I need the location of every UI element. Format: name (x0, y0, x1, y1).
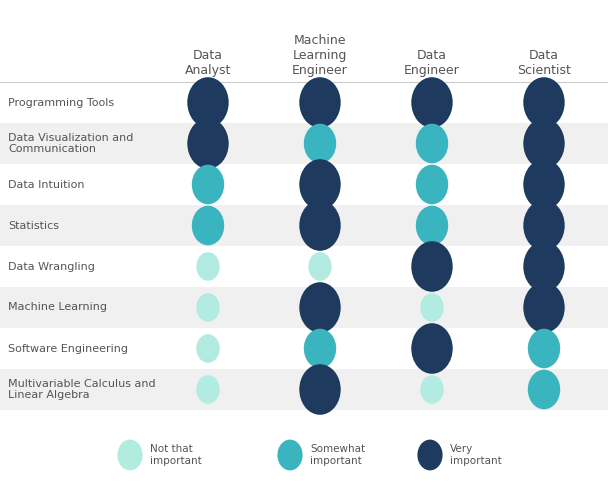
Ellipse shape (528, 329, 560, 369)
Text: Multivariable Calculus and
Linear Algebra: Multivariable Calculus and Linear Algebr… (8, 379, 156, 400)
Text: Programming Tools: Programming Tools (8, 97, 114, 108)
Text: Data
Analyst: Data Analyst (185, 49, 231, 77)
Text: Very
important: Very important (450, 444, 502, 466)
Text: Data Wrangling: Data Wrangling (8, 261, 95, 272)
Ellipse shape (196, 293, 219, 322)
Ellipse shape (192, 206, 224, 246)
Text: Machine
Learning
Engineer: Machine Learning Engineer (292, 34, 348, 77)
Ellipse shape (523, 200, 565, 251)
Ellipse shape (308, 252, 332, 281)
Ellipse shape (196, 252, 219, 281)
Bar (0, 82, 608, 123)
Ellipse shape (523, 282, 565, 333)
Ellipse shape (187, 77, 229, 128)
Ellipse shape (299, 77, 340, 128)
Bar (0, 205, 608, 246)
Bar (0, 164, 608, 205)
Ellipse shape (192, 165, 224, 205)
Ellipse shape (411, 77, 453, 128)
Ellipse shape (187, 118, 229, 169)
Ellipse shape (418, 440, 443, 470)
Ellipse shape (304, 124, 336, 164)
Ellipse shape (411, 241, 453, 292)
Ellipse shape (299, 159, 340, 210)
Ellipse shape (299, 200, 340, 251)
Ellipse shape (277, 440, 303, 470)
Bar (0, 328, 608, 369)
Text: Somewhat
important: Somewhat important (310, 444, 365, 466)
Text: Statistics: Statistics (8, 220, 59, 231)
Ellipse shape (416, 124, 448, 164)
Ellipse shape (420, 375, 444, 404)
Text: Data Visualization and
Communication: Data Visualization and Communication (8, 133, 133, 154)
Ellipse shape (299, 282, 340, 333)
Bar (0, 369, 608, 410)
Ellipse shape (523, 159, 565, 210)
Text: Data
Engineer: Data Engineer (404, 49, 460, 77)
Ellipse shape (196, 334, 219, 363)
Text: Machine Learning: Machine Learning (8, 302, 107, 313)
Ellipse shape (299, 364, 340, 415)
Bar (0, 246, 608, 287)
Text: Data
Scientist: Data Scientist (517, 49, 571, 77)
Ellipse shape (304, 329, 336, 369)
Ellipse shape (117, 440, 143, 470)
Ellipse shape (416, 165, 448, 205)
Ellipse shape (523, 77, 565, 128)
Text: Software Engineering: Software Engineering (8, 343, 128, 354)
Text: Not that
important: Not that important (150, 444, 202, 466)
Ellipse shape (411, 323, 453, 374)
Ellipse shape (196, 375, 219, 404)
Ellipse shape (523, 241, 565, 292)
Ellipse shape (416, 206, 448, 246)
Ellipse shape (523, 118, 565, 169)
Text: Data Intuition: Data Intuition (8, 179, 85, 190)
Bar (0, 287, 608, 328)
Ellipse shape (528, 370, 560, 410)
Ellipse shape (420, 293, 444, 322)
Bar (0, 123, 608, 164)
